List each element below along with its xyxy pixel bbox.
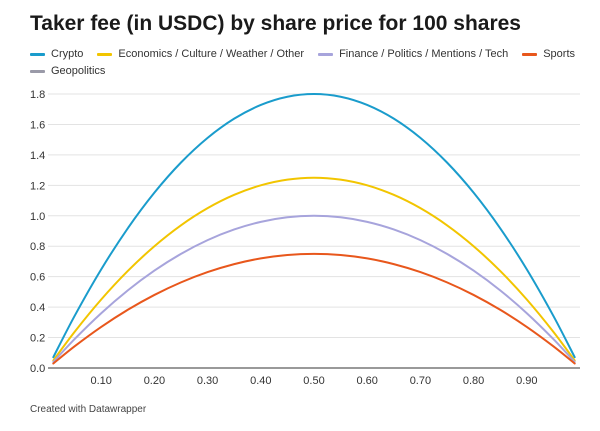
gridlines	[48, 93, 580, 369]
legend-swatch	[522, 53, 538, 56]
x-tick-label: 0.20	[144, 375, 165, 387]
x-tick-label: 0.90	[516, 375, 537, 387]
legend-item-crypto: Crypto	[30, 47, 83, 62]
y-tick-label: 0.8	[30, 241, 45, 253]
legend-swatch	[318, 53, 334, 56]
legend-item-geopolitics: Geopolitics	[30, 64, 105, 79]
x-tick-label: 0.70	[410, 375, 431, 387]
x-tick-label: 0.80	[463, 375, 484, 387]
x-tick-label: 0.50	[303, 375, 324, 387]
x-axis-tick-labels: 0.10 0.20 0.30 0.40 0.50 0.60 0.70 0.80 0.90	[90, 375, 537, 387]
y-tick-label: 1.6	[30, 119, 45, 131]
chart-credit: Created with Datawrapper	[30, 404, 147, 415]
y-tick-label: 0.2	[30, 333, 45, 345]
y-tick-label: 1.8	[30, 89, 45, 101]
legend-swatch	[97, 53, 113, 56]
y-tick-label: 1.0	[30, 211, 45, 223]
legend-item-economics-culture-weather-other: Economics / Culture / Weather / Other	[97, 47, 304, 62]
legend-label: Geopolitics	[51, 65, 106, 77]
chart-title: Taker fee (in USDC) by share price for 1…	[30, 12, 521, 35]
legend-item-sports: Sports	[522, 47, 575, 62]
legend-label: Finance / Politics / Mentions / Tech	[339, 48, 509, 60]
y-tick-label: 0.6	[30, 272, 45, 284]
y-axis-tick-labels: 0.0 0.2 0.4 0.6 0.8 1.0 1.2 1.4 1.6 1.8	[30, 89, 45, 375]
y-tick-label: 0.4	[30, 302, 45, 314]
x-tick-label: 0.60	[356, 375, 377, 387]
x-tick-label: 0.30	[197, 375, 218, 387]
series-line-economics-culture-weather-other	[52, 176, 576, 362]
y-tick-label: 1.4	[30, 150, 45, 162]
series-lines	[52, 93, 576, 365]
series-line-sports	[52, 252, 576, 365]
legend-swatch	[30, 70, 45, 73]
legend-label: Economics / Culture / Weather / Other	[118, 48, 305, 60]
series-line-finance-politics-mentions-tech	[52, 214, 576, 363]
chart-legend: Crypto Economics / Culture / Weather / Ot…	[30, 47, 590, 79]
legend-label: Sports	[543, 48, 576, 60]
y-tick-label: 1.2	[30, 180, 45, 192]
x-tick-label: 0.40	[250, 375, 271, 387]
y-tick-label: 0.0	[30, 363, 45, 375]
legend-item-finance-politics-mentions-tech: Finance / Politics / Mentions / Tech	[318, 47, 508, 62]
legend-swatch	[30, 53, 45, 56]
x-tick-label: 0.10	[90, 375, 111, 387]
legend-label: Crypto	[51, 48, 84, 60]
series-line-crypto	[52, 93, 576, 359]
